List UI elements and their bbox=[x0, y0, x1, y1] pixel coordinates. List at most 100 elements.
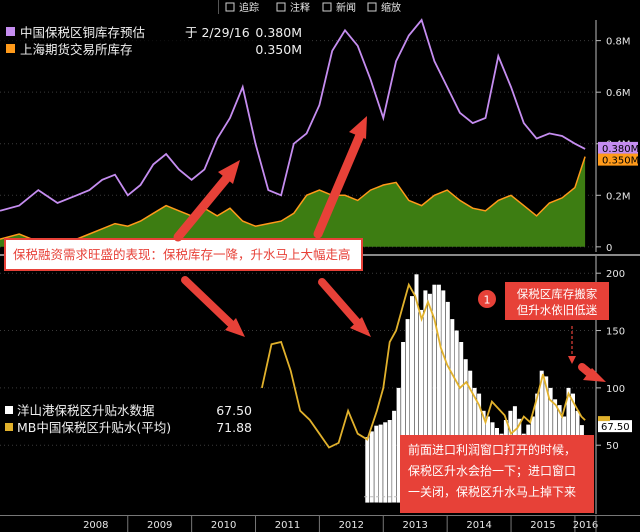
bottom-tick-label: 50 bbox=[606, 441, 619, 452]
legend-label-yangshan-premium: 洋山港保税区升贴水数据 bbox=[17, 403, 155, 418]
bottom-last-value-box bbox=[598, 420, 632, 433]
annotation-note-top-line2: 但升水依旧低迷 bbox=[517, 303, 598, 317]
bottom-tick-label: 100 bbox=[606, 384, 625, 395]
bottom-last-value-text: 67.50 bbox=[601, 422, 630, 433]
toolbar-label-news: 新闻 bbox=[336, 1, 356, 14]
premium-bar bbox=[436, 284, 441, 503]
top-last-value-text: 0.350M bbox=[602, 156, 639, 167]
annotation-badge-text: 1 bbox=[484, 294, 491, 307]
zoom-icon bbox=[367, 2, 377, 12]
legend-swatch-mb-premium bbox=[5, 423, 13, 431]
premium-bar bbox=[374, 425, 379, 503]
annotations: 保税融资需求旺盛的表现：保税库存一降，升水马上大幅走高 bbox=[4, 116, 609, 513]
premium-bar bbox=[445, 301, 450, 503]
premium-bar bbox=[401, 342, 406, 503]
legend-value-mb-premium: 71.88 bbox=[216, 420, 252, 435]
premium-bar bbox=[454, 330, 459, 503]
x-tick-label: 2014 bbox=[466, 520, 491, 531]
toolbar-label-zoom: 缩放 bbox=[381, 1, 401, 14]
arrow-to-2011-peak bbox=[173, 160, 240, 242]
bottom-last-value-labels: 67.50 bbox=[598, 416, 632, 433]
premium-bar bbox=[427, 293, 432, 503]
shfe-inventory-area bbox=[0, 156, 586, 247]
news-icon bbox=[322, 2, 332, 12]
legend-swatch-shfe-inventory bbox=[6, 44, 15, 53]
bottom-last-value-marker bbox=[598, 416, 610, 422]
toolbar: 追踪 注释 新闻 缩放 bbox=[218, 0, 401, 14]
x-tick-label: 2012 bbox=[339, 520, 364, 531]
premium-bar bbox=[396, 387, 401, 503]
legend-item-bonded-inventory: 中国保税区铜库存预估 于 2/29/16 0.380M bbox=[6, 25, 302, 40]
premium-bar bbox=[410, 296, 414, 503]
annotation-note-bottom-line2: 保税区升水会抬一下；进口窗口 bbox=[408, 464, 576, 478]
premium-bar bbox=[383, 422, 388, 503]
annotation-note-bottom-line1: 前面进口利润窗口打开的时候， bbox=[408, 442, 576, 457]
premium-bar bbox=[459, 342, 464, 503]
x-tick-label: 2008 bbox=[83, 520, 108, 531]
arrow-to-2013-premium bbox=[318, 278, 371, 337]
legend-value-yangshan-premium: 67.50 bbox=[216, 403, 252, 418]
mb-premium-line bbox=[261, 282, 586, 449]
x-axis: 2008 2009 2010 2011 2012 2013 2014 2015 2016 bbox=[0, 515, 640, 532]
arrow-to-2016-premium bbox=[578, 363, 606, 382]
annotation-note-bottom: 前面进口利润窗口打开的时候， 保税区升水会抬一下；进口窗口 一关闭，保税区升水马… bbox=[400, 435, 594, 513]
bottom-legend: 洋山港保税区升贴水数据 67.50 MB中国保税区升贴水(平均) 71.88 bbox=[5, 403, 252, 435]
premium-bar bbox=[365, 437, 370, 503]
legend-value-shfe-inventory: 0.350M bbox=[255, 42, 302, 57]
premium-bar bbox=[463, 359, 468, 503]
top-tick-label: 0 bbox=[606, 243, 612, 254]
premium-bar bbox=[378, 424, 383, 503]
top-tick-label: 0.6M bbox=[606, 88, 631, 99]
annotation-badge: 1 bbox=[478, 290, 496, 308]
shfe-inventory-line bbox=[0, 156, 586, 243]
premium-bar bbox=[387, 420, 392, 503]
top-last-value-text: 0.380M bbox=[602, 144, 639, 155]
x-tick-label: 2015 bbox=[530, 520, 555, 531]
premium-bar bbox=[369, 431, 374, 503]
x-tick-label: 2016 bbox=[573, 520, 598, 531]
premium-bar bbox=[414, 274, 419, 503]
bottom-tick-label: 150 bbox=[606, 327, 625, 338]
top-last-value-box bbox=[598, 153, 638, 166]
x-tick-label: 2009 bbox=[147, 520, 172, 531]
arrow-to-2011-premium bbox=[181, 276, 245, 337]
legend-label-bonded-inventory: 中国保税区铜库存预估 bbox=[20, 25, 145, 40]
legend-date-bonded-inventory: 于 2/29/16 bbox=[185, 25, 250, 40]
legend-item-yangshan-premium: 洋山港保税区升贴水数据 67.50 bbox=[5, 403, 252, 418]
top-gridlines bbox=[0, 40, 596, 248]
x-tick-label: 2010 bbox=[211, 520, 236, 531]
legend-swatch-yangshan-premium bbox=[5, 406, 13, 414]
premium-bar bbox=[441, 290, 446, 503]
toolbar-button-news[interactable]: 新闻 bbox=[322, 1, 356, 14]
legend-label-mb-premium: MB中国保税区升贴水(平均) bbox=[17, 420, 171, 435]
top-tick-label: 0.2M bbox=[606, 191, 631, 202]
annotation-arrows bbox=[173, 116, 606, 382]
annotation-note-top: 保税区库存搬家 但升水依旧低迷 bbox=[505, 282, 609, 320]
x-tick-label: 2011 bbox=[275, 520, 300, 531]
legend-value-bonded-inventory: 0.380M bbox=[255, 25, 302, 40]
premium-bar bbox=[405, 319, 410, 503]
premium-bar bbox=[392, 410, 397, 503]
annotation-note-top-line1: 保税区库存搬家 bbox=[517, 287, 598, 301]
trace-icon bbox=[225, 2, 235, 12]
toolbar-button-zoom[interactable]: 缩放 bbox=[367, 1, 401, 14]
arrow-dashed-down bbox=[568, 326, 576, 364]
legend-item-shfe-inventory: 上海期货交易所库存 0.350M bbox=[6, 42, 302, 57]
toolbar-button-trace[interactable]: 追踪 bbox=[225, 1, 259, 14]
premium-bar bbox=[419, 309, 423, 503]
annotate-icon bbox=[276, 2, 286, 12]
bottom-tick-label: 200 bbox=[606, 269, 625, 280]
premium-bar bbox=[432, 284, 437, 503]
top-last-value-box bbox=[598, 141, 638, 154]
bonded-inventory-line bbox=[0, 18, 586, 212]
top-legend: 中国保税区铜库存预估 于 2/29/16 0.380M 上海期货交易所库存 0.… bbox=[0, 20, 312, 60]
toolbar-button-annotate[interactable]: 注释 bbox=[276, 1, 310, 14]
legend-item-mb-premium: MB中国保税区升贴水(平均) 71.88 bbox=[5, 420, 252, 435]
annotation-main: 保税融资需求旺盛的表现：保税库存一降，升水马上大幅走高 bbox=[4, 238, 363, 271]
x-tick-label: 2013 bbox=[402, 520, 427, 531]
arrow-to-2013-peak bbox=[313, 116, 367, 239]
annotation-note-bottom-line3: 一关闭，保税区升水马上掉下来 bbox=[408, 485, 576, 499]
toolbar-label-trace: 追踪 bbox=[239, 1, 259, 14]
